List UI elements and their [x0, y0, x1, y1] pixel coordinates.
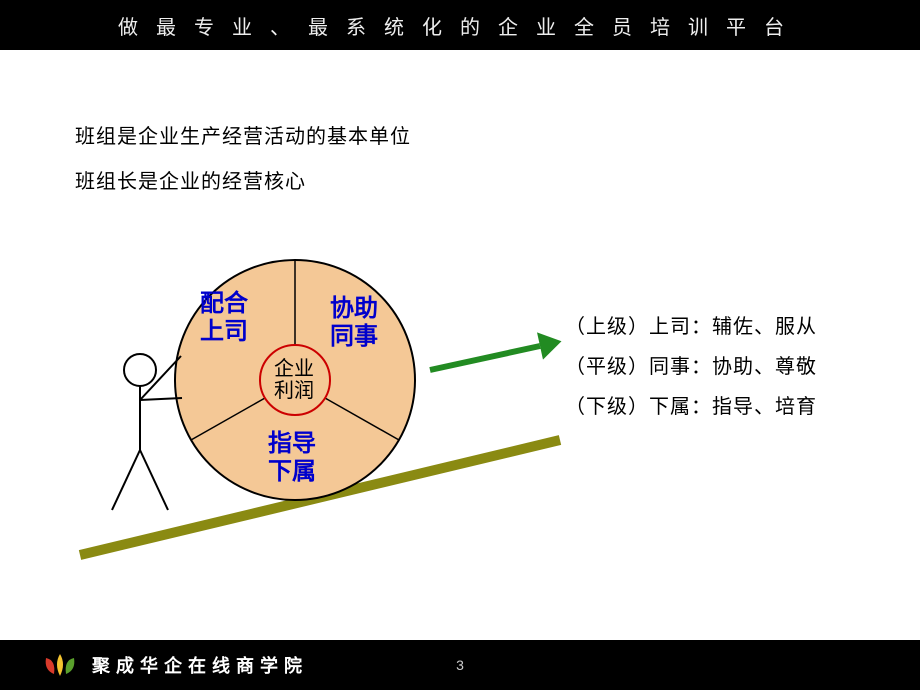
slope-line	[80, 440, 560, 555]
footer-banner: 聚成华企在线商学院 3	[0, 640, 920, 690]
spoke-2	[325, 398, 399, 440]
main-diagram	[0, 0, 920, 690]
label-bottom-l1: 指导	[268, 430, 316, 457]
page-number: 3	[456, 657, 464, 673]
arrow-head	[537, 332, 561, 359]
label-top-right-l1: 协助	[330, 295, 378, 322]
spoke-3	[191, 398, 265, 440]
footer-org: 聚成华企在线商学院	[92, 652, 308, 678]
logo-leaf-yellow	[57, 654, 63, 676]
label-top-left: 配合 上司	[200, 290, 248, 345]
logo-leaf-red	[46, 658, 55, 674]
label-top-right: 协助 同事	[330, 295, 378, 350]
label-top-left-l2: 上司	[200, 318, 248, 345]
logo-icon	[40, 650, 80, 680]
desc-line-1: （上级）上司：辅佐、服从	[565, 310, 817, 339]
label-top-right-l2: 同事	[330, 323, 378, 350]
stick-arm-1	[140, 356, 181, 400]
label-center-l2: 利润	[274, 380, 314, 402]
label-bottom-l2: 下属	[268, 458, 316, 485]
stick-leg-2	[140, 450, 168, 510]
label-bottom: 指导 下属	[268, 430, 316, 485]
header-banner: 做最专业、最系统化的企业全员培训平台	[0, 0, 920, 50]
stick-head	[124, 354, 156, 386]
header-tagline: 做最专业、最系统化的企业全员培训平台	[118, 11, 802, 40]
arrow-shaft	[430, 346, 540, 370]
logo-leaf-green	[66, 658, 75, 674]
intro-line-1: 班组是企业生产经营活动的基本单位	[75, 120, 411, 149]
label-center: 企业 利润	[274, 358, 314, 402]
stick-leg-1	[112, 450, 140, 510]
label-top-left-l1: 配合	[200, 290, 248, 317]
intro-line-2: 班组长是企业的经营核心	[75, 165, 306, 194]
label-center-l1: 企业	[274, 358, 314, 380]
desc-line-2: （平级）同事：协助、尊敬	[565, 350, 817, 379]
desc-line-3: （下级）下属：指导、培育	[565, 390, 817, 419]
stick-arm-2	[140, 398, 182, 400]
footer-logo: 聚成华企在线商学院	[40, 650, 308, 680]
